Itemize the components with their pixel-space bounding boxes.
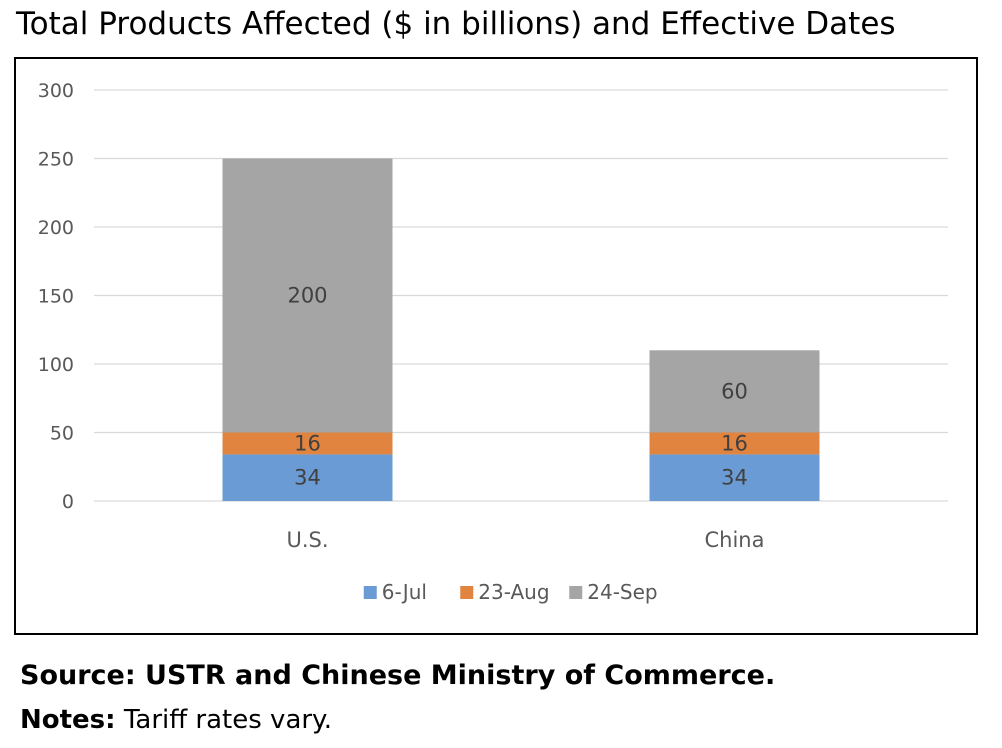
legend-label: 24-Sep — [587, 580, 657, 604]
data-label: 34 — [294, 466, 321, 490]
data-label: 200 — [287, 284, 327, 308]
bar-segment — [649, 350, 820, 433]
legend-swatch — [569, 586, 583, 599]
y-tick-label: 250 — [38, 149, 74, 171]
data-label: 16 — [721, 431, 748, 455]
y-tick-label: 200 — [38, 217, 74, 239]
legend-label: 23-Aug — [478, 580, 549, 604]
data-label: 34 — [721, 466, 748, 490]
chart-title: Total Products Affected ($ in billions) … — [16, 6, 896, 42]
bar-segment — [649, 432, 820, 455]
legend-label: 6-Jul — [382, 580, 427, 604]
data-label: 16 — [294, 431, 321, 455]
x-tick-label: U.S. — [286, 528, 328, 552]
x-tick-label: China — [705, 528, 765, 552]
chart-frame: 0 50 100 150 200 250 300 34 16 200 U.S. 34 16 60 China… — [14, 57, 978, 635]
bar-segment — [649, 454, 820, 501]
legend-swatch — [460, 586, 474, 599]
notes-line: Notes: Tariff rates vary. — [20, 705, 332, 735]
source-note: Source: USTR and Chinese Ministry of Com… — [20, 660, 776, 691]
data-label: 60 — [721, 379, 748, 403]
bar-segment — [222, 158, 393, 433]
y-tick-label: 150 — [38, 286, 74, 308]
notes-label: Notes: — [20, 705, 116, 735]
y-tick-label: 50 — [50, 423, 74, 445]
legend-swatch — [363, 586, 377, 599]
notes-text: Tariff rates vary. — [115, 705, 333, 735]
stacked-bar-chart: 0 50 100 150 200 250 300 34 16 200 U.S. 34 16 60 China… — [38, 80, 948, 604]
y-tick-label: 300 — [38, 80, 74, 102]
y-tick-label: 0 — [62, 491, 74, 513]
bar-segment — [222, 432, 393, 455]
y-tick-label: 100 — [38, 354, 74, 376]
bar-segment — [222, 454, 393, 501]
